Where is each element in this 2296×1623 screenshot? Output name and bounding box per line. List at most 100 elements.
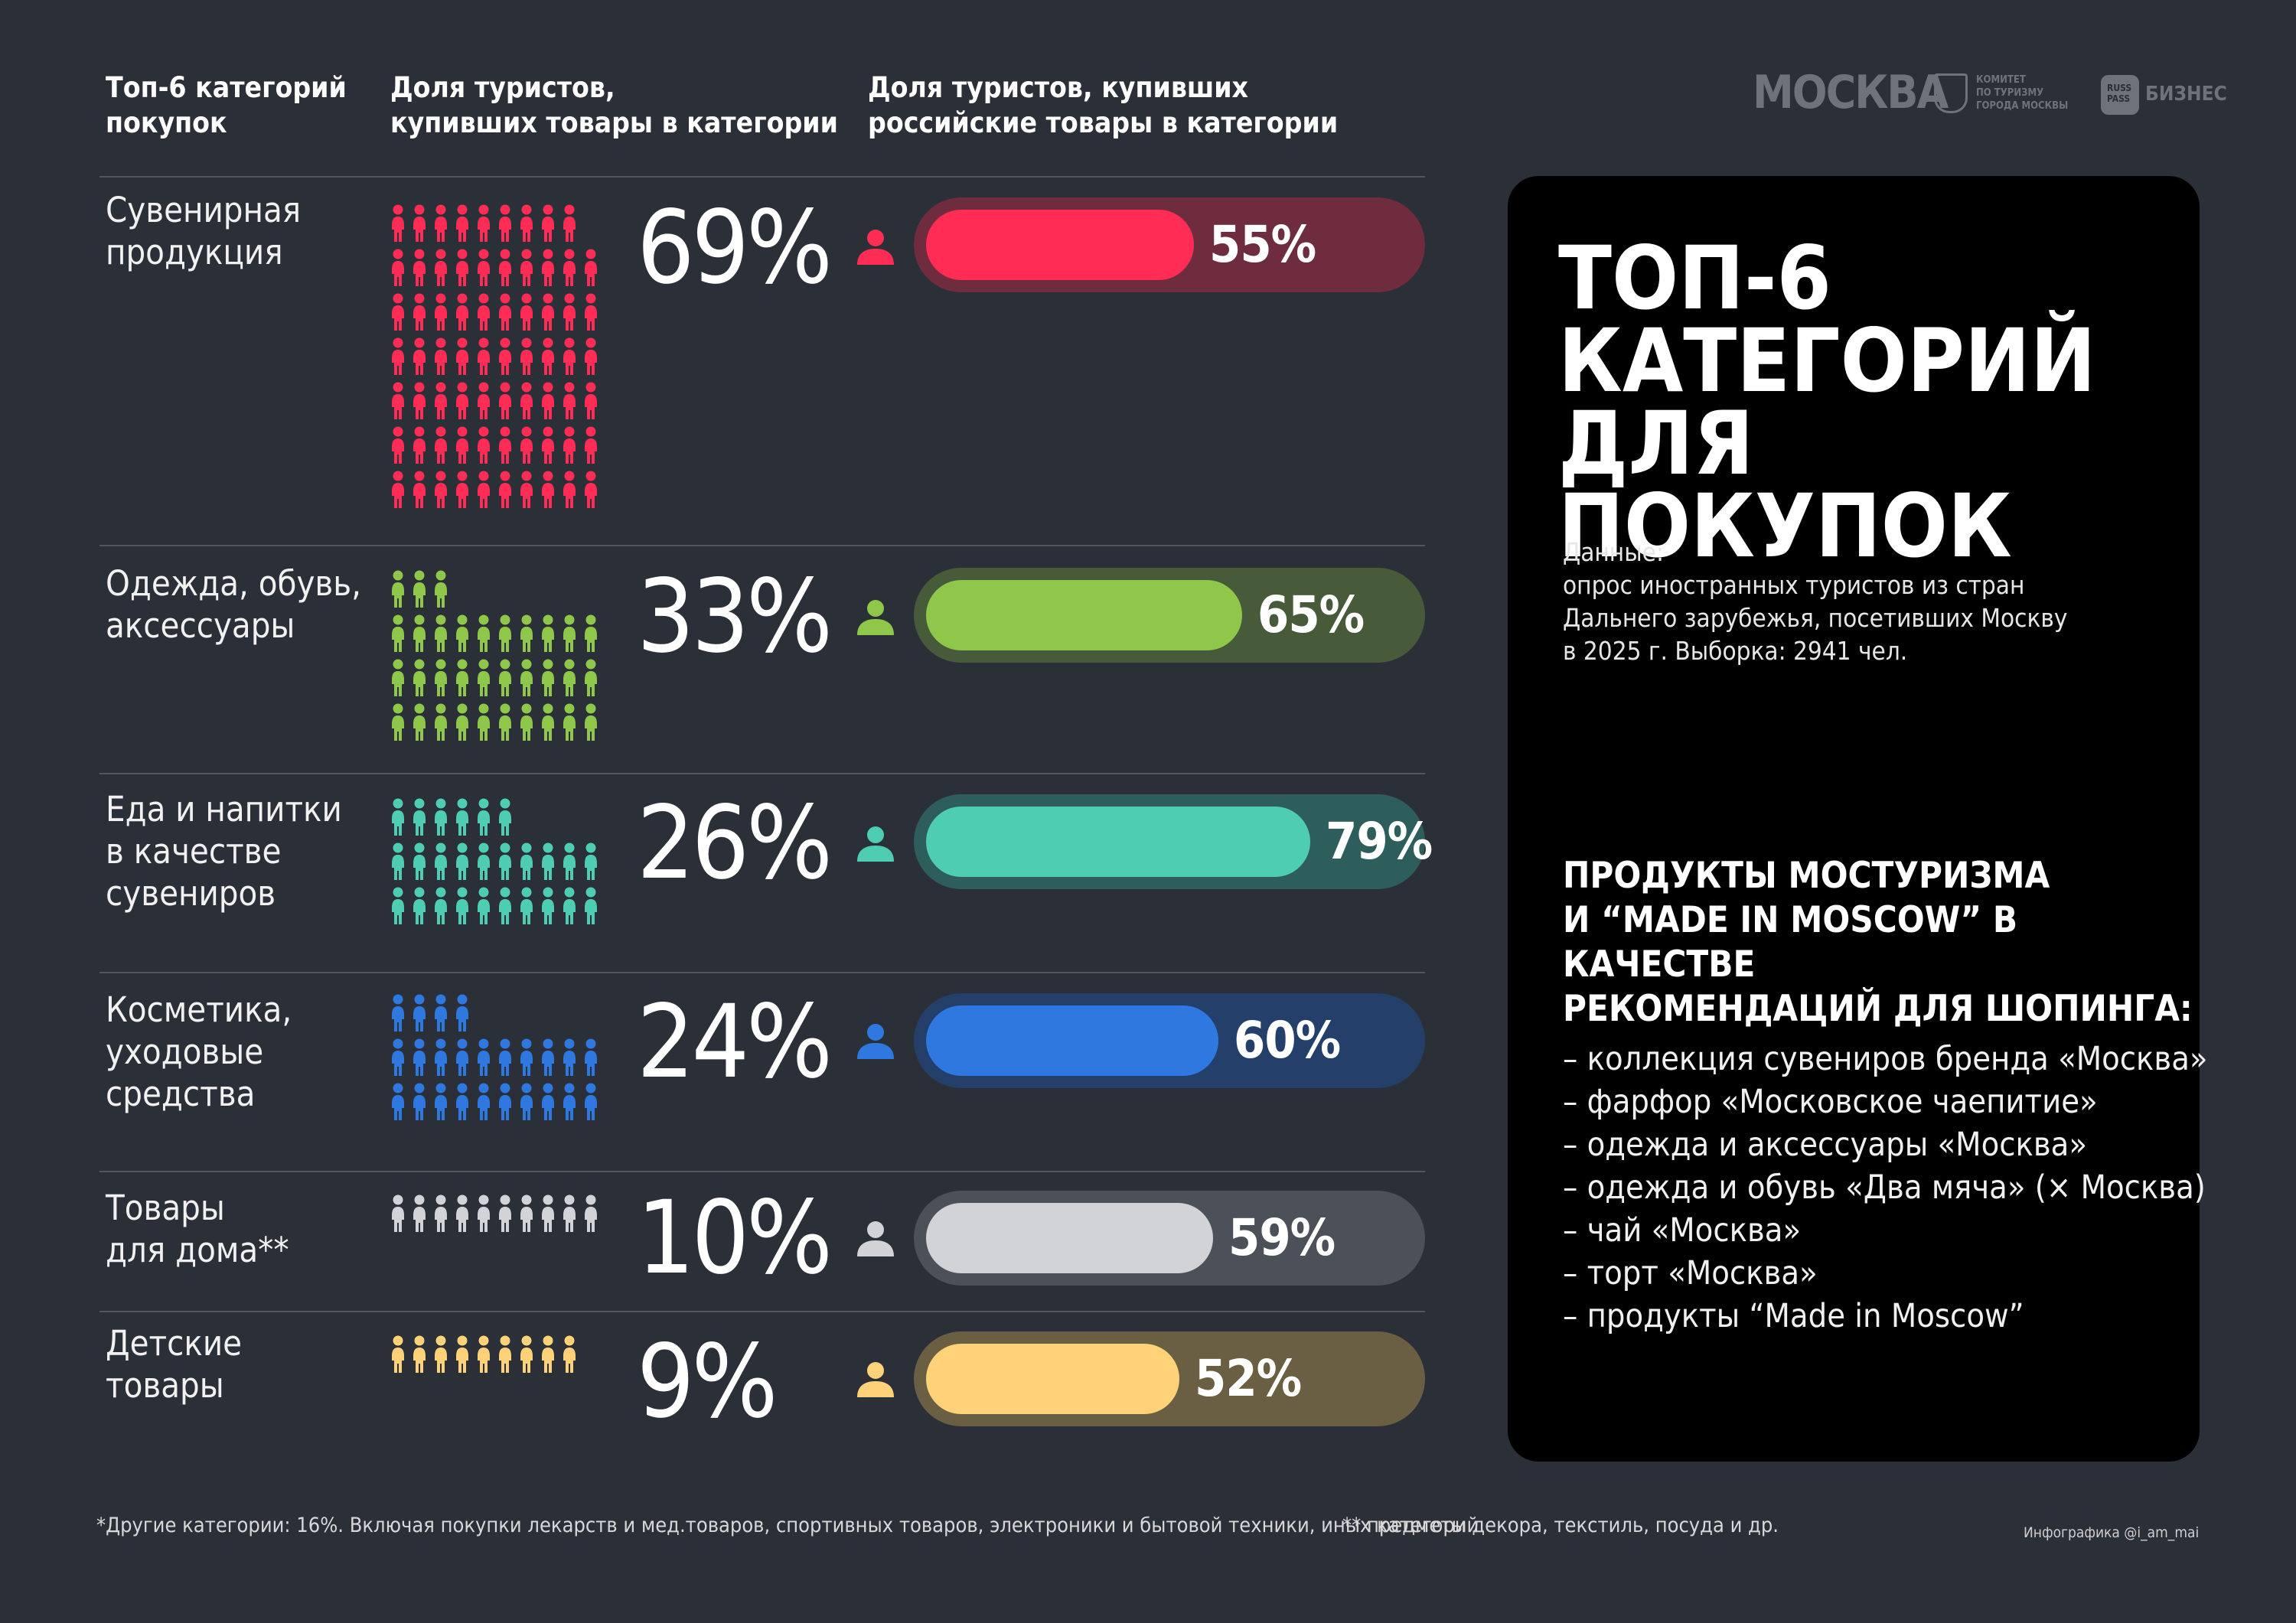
person-pictogram — [392, 293, 404, 331]
person-pictogram — [520, 204, 533, 242]
person-pictogram — [413, 994, 426, 1031]
person-pictogram — [499, 293, 511, 331]
person-pictogram — [542, 614, 554, 652]
person-pictogram — [456, 703, 468, 741]
header-col-share: Доля туристов, купивших товары в категор… — [390, 71, 838, 139]
russian-share-bar-track: 59% — [914, 1191, 1425, 1286]
person-pictogram — [456, 1335, 468, 1373]
person-pictogram — [413, 798, 426, 836]
russian-share-value: 65% — [1257, 585, 1365, 644]
person-pictogram — [499, 204, 511, 242]
person-pictogram — [585, 382, 597, 419]
person-pictogram — [542, 1335, 554, 1373]
person-pictogram — [499, 1038, 511, 1076]
row-divider — [99, 545, 1425, 546]
person-pictogram — [585, 249, 597, 286]
category-label: Одежда, обувь, аксессуары — [106, 563, 362, 646]
person-pictogram — [435, 426, 447, 464]
russian-share-bar-fill — [926, 210, 1194, 280]
russian-share-value: 59% — [1228, 1208, 1336, 1267]
info-panel: ТОП-6 КАТЕГОРИЙ ДЛЯ ПОКУПОК Данные: опро… — [1508, 176, 2208, 1462]
recommendations-list: – коллекция сувениров бренда «Москва» – … — [1563, 1038, 2208, 1338]
person-pictogram — [392, 1194, 404, 1232]
person-pictogram — [413, 204, 426, 242]
person-pictogram — [585, 842, 597, 880]
person-pictogram — [499, 842, 511, 880]
person-pictogram — [435, 1194, 447, 1232]
people-icon-grid — [390, 1335, 605, 1383]
person-pictogram — [499, 249, 511, 286]
person-pictogram — [435, 382, 447, 419]
person-pictogram — [563, 1038, 576, 1076]
person-pictogram — [478, 614, 490, 652]
person-pictogram — [435, 570, 447, 608]
person-pictogram — [542, 659, 554, 696]
person-pictogram — [520, 1335, 533, 1373]
person-pictogram — [456, 1194, 468, 1232]
person-pictogram — [392, 1038, 404, 1076]
person-pictogram — [413, 293, 426, 331]
person-pictogram — [392, 382, 404, 419]
person-pictogram — [520, 426, 533, 464]
person-pictogram — [520, 382, 533, 419]
person-icon — [854, 825, 897, 863]
person-pictogram — [392, 798, 404, 836]
person-pictogram — [478, 1083, 490, 1120]
person-pictogram — [413, 249, 426, 286]
person-pictogram — [563, 1194, 576, 1232]
russian-share-bar-fill — [926, 1005, 1218, 1076]
person-pictogram — [413, 382, 426, 419]
person-pictogram — [499, 1335, 511, 1373]
person-icon — [854, 1361, 897, 1399]
row-divider — [99, 1171, 1425, 1172]
moskva-logo: МОСКВА — [1753, 66, 1949, 119]
russian-share-bar-fill — [926, 1344, 1179, 1414]
footnote-other-categories: *Другие категории: 16%. Включая покупки … — [96, 1514, 1486, 1537]
person-pictogram — [563, 382, 576, 419]
person-pictogram — [456, 1038, 468, 1076]
panel-title: ТОП-6 КАТЕГОРИЙ ДЛЯ ПОКУПОК — [1558, 227, 2096, 577]
person-pictogram — [478, 382, 490, 419]
person-pictogram — [478, 887, 490, 924]
person-pictogram — [478, 798, 490, 836]
person-pictogram — [542, 1038, 554, 1076]
row-divider — [99, 176, 1425, 178]
person-pictogram — [478, 426, 490, 464]
list-item: – чай «Москва» — [1563, 1211, 1802, 1250]
person-pictogram — [563, 426, 576, 464]
person-pictogram — [499, 426, 511, 464]
person-pictogram — [542, 887, 554, 924]
row-divider — [99, 1311, 1425, 1312]
list-item: – фарфор «Московское чаепитие» — [1563, 1083, 2098, 1121]
person-pictogram — [585, 614, 597, 652]
person-pictogram — [478, 471, 490, 508]
person-icon — [854, 598, 897, 637]
person-pictogram — [435, 293, 447, 331]
person-pictogram — [478, 249, 490, 286]
person-pictogram — [499, 798, 511, 836]
russian-share-bar-track: 79% — [914, 794, 1433, 889]
russian-share-value: 55% — [1209, 215, 1316, 274]
person-icon — [854, 1220, 897, 1258]
person-pictogram — [520, 703, 533, 741]
person-pictogram — [435, 842, 447, 880]
person-pictogram — [456, 204, 468, 242]
person-pictogram — [392, 249, 404, 286]
person-pictogram — [563, 293, 576, 331]
person-pictogram — [563, 887, 576, 924]
russian-share-value: 52% — [1195, 1349, 1302, 1408]
person-pictogram — [542, 204, 554, 242]
person-pictogram — [435, 1083, 447, 1120]
person-pictogram — [563, 471, 576, 508]
list-item: – одежда и обувь «Два мяча» (× Москва) — [1563, 1168, 2206, 1207]
list-item: – продукты “Made in Moscow” — [1563, 1297, 2024, 1335]
person-pictogram — [413, 614, 426, 652]
person-pictogram — [392, 337, 404, 375]
list-item: – одежда и аксессуары «Москва» — [1563, 1126, 2088, 1164]
person-pictogram — [585, 887, 597, 924]
footnote-home-goods: ** предметы декора, текстиль, посуда и д… — [1342, 1514, 1779, 1537]
category-label: Товары для дома** — [106, 1188, 289, 1270]
person-pictogram — [585, 293, 597, 331]
person-pictogram — [413, 842, 426, 880]
person-pictogram — [499, 382, 511, 419]
